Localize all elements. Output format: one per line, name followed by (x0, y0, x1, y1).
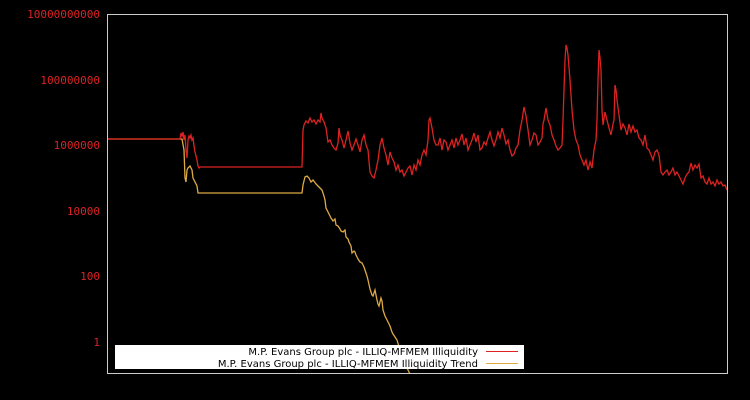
y-tick-label: 10000 (67, 205, 100, 218)
y-tick-label: 100 (80, 270, 100, 283)
y-tick-label: 10000000000 (27, 8, 100, 21)
trend-series-line (108, 138, 411, 374)
y-tick-label: 1000000 (54, 139, 100, 152)
legend-label-trend: M.P. Evans Group plc - ILLIQ-MFMEM Illiq… (218, 359, 478, 370)
plot-area-frame (107, 14, 728, 374)
legend-label-illiquidity: M.P. Evans Group plc - ILLIQ-MFMEM Illiq… (248, 347, 478, 358)
y-axis: 10000000000 100000000 1000000 10000 100 … (27, 8, 100, 349)
y-tick-label: 1 (93, 336, 100, 349)
y-tick-label: 100000000 (40, 74, 100, 87)
illiquidity-series-line (108, 44, 728, 191)
legend: M.P. Evans Group plc - ILLIQ-MFMEM Illiq… (115, 345, 524, 370)
